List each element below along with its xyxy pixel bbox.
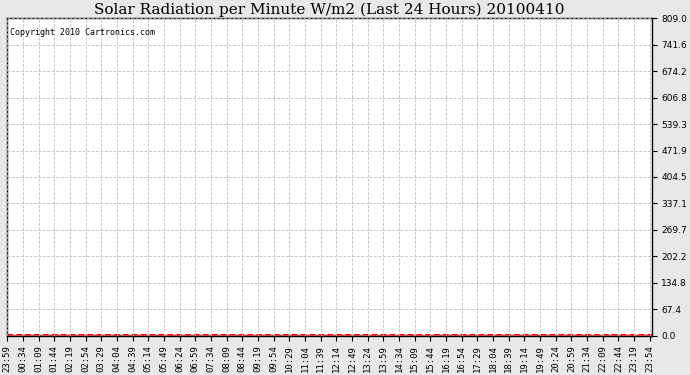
Text: Copyright 2010 Cartronics.com: Copyright 2010 Cartronics.com [10,28,155,37]
Title: Solar Radiation per Minute W/m2 (Last 24 Hours) 20100410: Solar Radiation per Minute W/m2 (Last 24… [95,3,564,17]
